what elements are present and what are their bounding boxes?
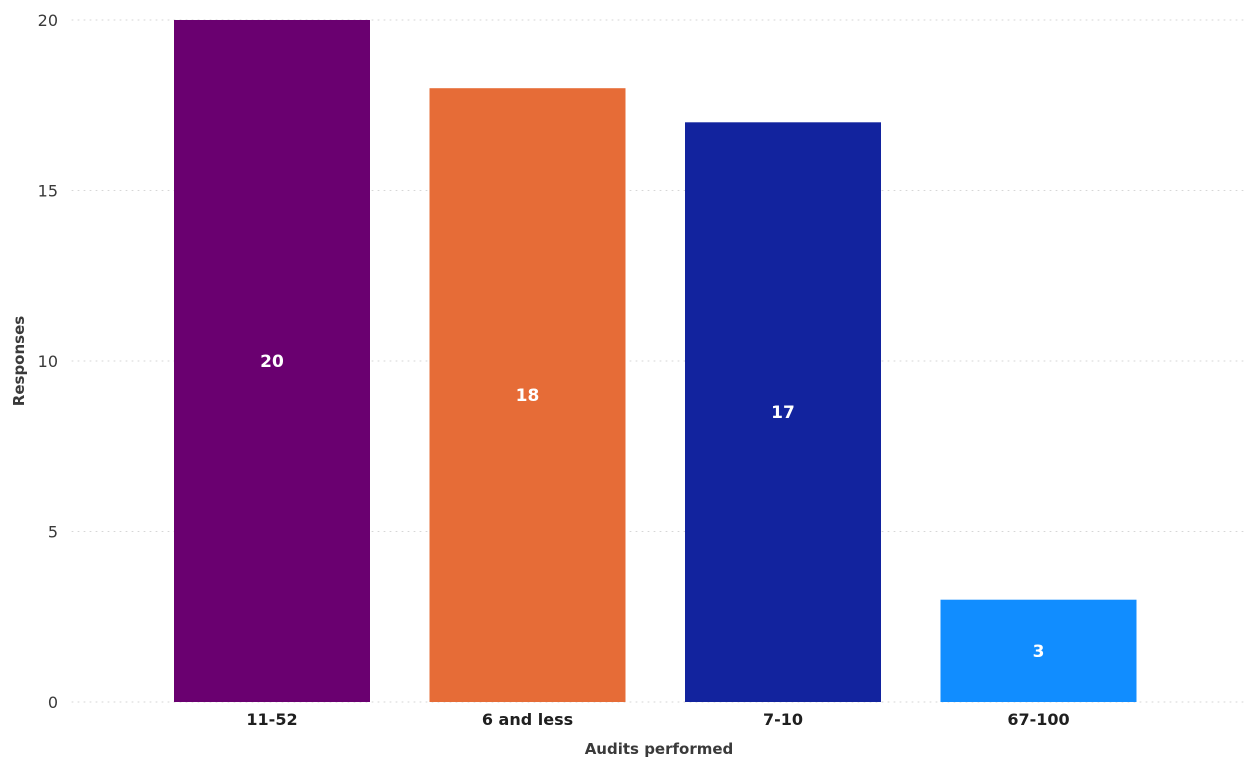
x-tick-label: 6 and less [482, 710, 573, 729]
bars [174, 20, 1137, 703]
x-tick-label: 7-10 [763, 710, 803, 729]
y-tick-label: 10 [38, 352, 58, 371]
bar-value-label: 20 [260, 352, 284, 372]
y-tick-label: 0 [48, 693, 58, 712]
x-axis-ticks: 11-52 6 and less 7-10 67-100 [246, 710, 1069, 729]
bar-value-label: 17 [771, 403, 795, 423]
y-axis-title: Responses [10, 316, 28, 406]
x-tick-label: 11-52 [246, 710, 297, 729]
y-tick-label: 5 [48, 523, 58, 542]
x-axis-title: Audits performed [585, 740, 734, 758]
bar-value-label: 18 [516, 386, 540, 406]
bar-value-label: 3 [1033, 642, 1045, 662]
bar[interactable] [940, 599, 1137, 702]
bar[interactable] [174, 20, 370, 702]
bar[interactable] [685, 122, 881, 703]
y-tick-label: 20 [38, 11, 58, 30]
x-tick-label: 67-100 [1007, 710, 1069, 729]
data-labels: 20 18 17 3 [260, 352, 1044, 662]
bar[interactable] [429, 88, 626, 702]
y-axis-ticks: 0 5 10 15 20 [38, 11, 58, 712]
y-tick-label: 15 [38, 182, 58, 201]
